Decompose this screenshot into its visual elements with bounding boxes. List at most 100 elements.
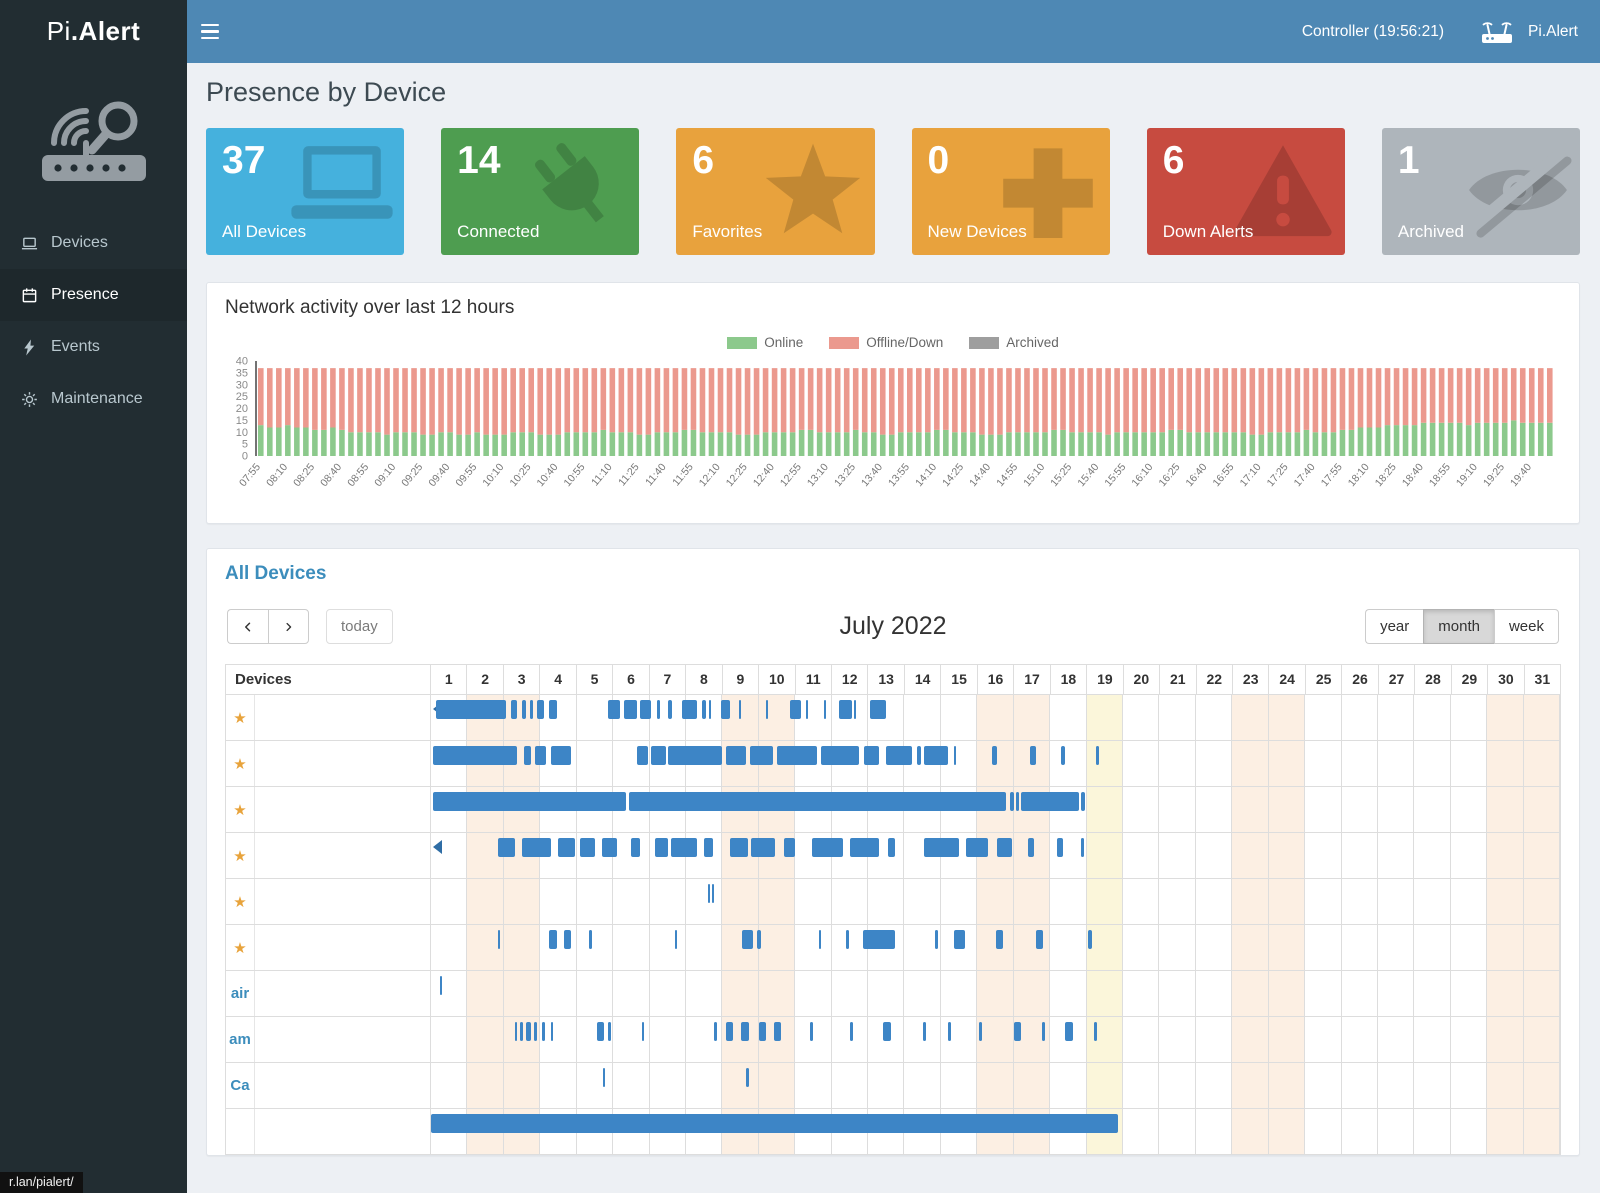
presence-bar[interactable] bbox=[651, 746, 666, 765]
device-name-link[interactable]: air bbox=[230, 985, 250, 1002]
presence-bar[interactable] bbox=[756, 930, 761, 949]
presence-bar[interactable] bbox=[436, 700, 506, 719]
presence-bar[interactable] bbox=[549, 930, 557, 949]
presence-bar[interactable] bbox=[809, 1022, 813, 1041]
presence-bar[interactable] bbox=[740, 1022, 749, 1041]
summary-card-archived[interactable]: 1 Archived bbox=[1381, 128, 1581, 255]
presence-bar[interactable] bbox=[549, 700, 557, 719]
presence-bar[interactable] bbox=[922, 1022, 926, 1041]
view-year-button[interactable]: year bbox=[1365, 609, 1424, 644]
sidebar-item-events[interactable]: Events bbox=[0, 321, 187, 373]
presence-bar[interactable] bbox=[589, 930, 592, 949]
presence-bar[interactable] bbox=[849, 838, 879, 857]
presence-bar[interactable] bbox=[602, 1068, 606, 1087]
presence-bar[interactable] bbox=[966, 838, 989, 857]
presence-bar[interactable] bbox=[1042, 1022, 1046, 1041]
presence-bar[interactable] bbox=[704, 838, 714, 857]
presence-bar[interactable] bbox=[563, 930, 572, 949]
presence-bar[interactable] bbox=[536, 700, 544, 719]
presence-bar[interactable] bbox=[995, 930, 1003, 949]
presence-bar[interactable] bbox=[1095, 746, 1100, 765]
summary-card-favorites[interactable]: 6 Favorites bbox=[676, 128, 875, 255]
presence-bar[interactable] bbox=[596, 1022, 604, 1041]
presence-bar[interactable] bbox=[1081, 792, 1085, 811]
presence-bar[interactable] bbox=[886, 746, 912, 765]
presence-bar[interactable] bbox=[714, 1022, 717, 1041]
presence-bar[interactable] bbox=[838, 700, 852, 719]
presence-bar[interactable] bbox=[823, 700, 826, 719]
presence-bar[interactable] bbox=[534, 746, 546, 765]
presence-bar[interactable] bbox=[766, 700, 769, 719]
presence-bar[interactable] bbox=[533, 1022, 538, 1041]
presence-bar[interactable] bbox=[1088, 930, 1092, 949]
presence-bar[interactable] bbox=[849, 1022, 853, 1041]
presence-bar[interactable] bbox=[1064, 1022, 1073, 1041]
presence-bar[interactable] bbox=[888, 838, 896, 857]
presence-bar[interactable] bbox=[1061, 746, 1066, 765]
presence-bar[interactable] bbox=[431, 1114, 1118, 1133]
presence-bar[interactable] bbox=[631, 838, 641, 857]
presence-bar[interactable] bbox=[1081, 838, 1084, 857]
presence-bar[interactable] bbox=[820, 746, 859, 765]
presence-bar[interactable] bbox=[558, 838, 575, 857]
presence-bar[interactable] bbox=[522, 700, 527, 719]
presence-bar[interactable] bbox=[776, 746, 818, 765]
sidebar-item-presence[interactable]: Presence bbox=[0, 269, 187, 321]
presence-bar[interactable] bbox=[641, 1022, 644, 1041]
presence-bar[interactable] bbox=[636, 746, 648, 765]
presence-bar[interactable] bbox=[607, 1022, 612, 1041]
controller-status[interactable]: Controller (19:56:21) bbox=[1301, 22, 1445, 40]
presence-bar[interactable] bbox=[789, 700, 801, 719]
legend-item-archived[interactable]: Archived bbox=[969, 335, 1059, 350]
presence-bar[interactable] bbox=[1093, 1022, 1098, 1041]
presence-bar[interactable] bbox=[991, 746, 998, 765]
presence-bar[interactable] bbox=[725, 746, 746, 765]
presence-bar[interactable] bbox=[774, 1022, 781, 1041]
presence-bar[interactable] bbox=[667, 746, 723, 765]
presence-bar[interactable] bbox=[432, 792, 626, 811]
view-week-button[interactable]: week bbox=[1493, 609, 1559, 644]
presence-bar[interactable] bbox=[708, 700, 711, 719]
app-logo[interactable]: Pi.Alert bbox=[0, 0, 187, 63]
device-name-link[interactable]: am bbox=[229, 1031, 251, 1048]
presence-bar[interactable] bbox=[953, 746, 957, 765]
presence-bar[interactable] bbox=[712, 884, 715, 903]
summary-card-connected[interactable]: 14 Connected bbox=[441, 128, 640, 255]
presence-bar[interactable] bbox=[514, 1022, 517, 1041]
presence-bar[interactable] bbox=[522, 838, 552, 857]
presence-bar[interactable] bbox=[979, 1022, 982, 1041]
presence-bar[interactable] bbox=[629, 792, 1007, 811]
presence-bar[interactable] bbox=[818, 930, 822, 949]
presence-bar[interactable] bbox=[869, 700, 887, 719]
presence-bar[interactable] bbox=[525, 1022, 532, 1041]
presence-bar[interactable] bbox=[1013, 1022, 1021, 1041]
presence-bar[interactable] bbox=[607, 700, 621, 719]
app-name[interactable]: Pi.Alert bbox=[1528, 22, 1578, 40]
sidebar-toggle-button[interactable] bbox=[187, 0, 233, 63]
today-button[interactable]: today bbox=[326, 609, 393, 644]
legend-item-offline-down[interactable]: Offline/Down bbox=[829, 335, 943, 350]
summary-card-all-devices[interactable]: 37 All Devices bbox=[206, 128, 405, 255]
presence-bar[interactable] bbox=[511, 700, 517, 719]
presence-bar[interactable] bbox=[751, 838, 776, 857]
presence-bar[interactable] bbox=[758, 1022, 767, 1041]
presence-bar[interactable] bbox=[846, 930, 850, 949]
presence-bar[interactable] bbox=[729, 838, 748, 857]
presence-bar[interactable] bbox=[498, 930, 501, 949]
presence-bar[interactable] bbox=[542, 1022, 545, 1041]
presence-bar[interactable] bbox=[864, 746, 879, 765]
presence-bar[interactable] bbox=[742, 930, 754, 949]
presence-bar[interactable] bbox=[1028, 838, 1034, 857]
presence-bar[interactable] bbox=[749, 746, 774, 765]
presence-bar[interactable] bbox=[624, 700, 637, 719]
presence-bar[interactable] bbox=[551, 746, 572, 765]
all-devices-link[interactable]: All Devices bbox=[225, 563, 327, 584]
presence-bar[interactable] bbox=[440, 976, 443, 995]
prev-button[interactable] bbox=[227, 609, 268, 644]
view-month-button[interactable]: month bbox=[1423, 609, 1494, 644]
presence-bar[interactable] bbox=[806, 700, 809, 719]
presence-bar[interactable] bbox=[707, 884, 710, 903]
presence-bar[interactable] bbox=[667, 700, 673, 719]
presence-bar[interactable] bbox=[432, 746, 517, 765]
presence-bar[interactable] bbox=[551, 1022, 554, 1041]
